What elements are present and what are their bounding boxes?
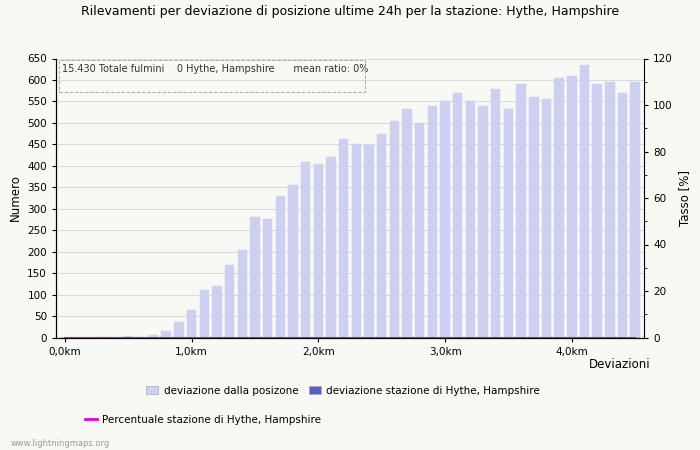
- Bar: [225, 265, 235, 338]
- Bar: [136, 337, 146, 338]
- Y-axis label: Numero: Numero: [8, 175, 22, 221]
- Bar: [631, 82, 640, 338]
- Text: www.lightningmaps.org: www.lightningmaps.org: [10, 439, 110, 448]
- Bar: [390, 121, 399, 338]
- Bar: [415, 123, 424, 338]
- Bar: [123, 336, 133, 338]
- Bar: [237, 249, 247, 338]
- Bar: [301, 162, 310, 338]
- Bar: [174, 323, 183, 338]
- Bar: [428, 106, 437, 338]
- Bar: [617, 93, 627, 338]
- Bar: [605, 82, 615, 338]
- Bar: [478, 106, 488, 338]
- Bar: [339, 139, 349, 338]
- Bar: [250, 217, 260, 338]
- Bar: [377, 134, 386, 338]
- Bar: [453, 93, 463, 338]
- Text: 15.430 Totale fulmini    0 Hythe, Hampshire      mean ratio: 0%: 15.430 Totale fulmini 0 Hythe, Hampshire…: [62, 64, 368, 74]
- Bar: [187, 310, 196, 338]
- Bar: [288, 185, 298, 338]
- Bar: [466, 101, 475, 338]
- Bar: [326, 157, 336, 338]
- Bar: [542, 99, 551, 338]
- Bar: [580, 65, 589, 338]
- Bar: [364, 145, 374, 338]
- Bar: [440, 101, 450, 338]
- Bar: [263, 220, 272, 338]
- Bar: [199, 290, 209, 338]
- Bar: [529, 97, 538, 338]
- Bar: [351, 144, 361, 338]
- Bar: [162, 332, 171, 338]
- Bar: [504, 109, 513, 338]
- Bar: [554, 78, 564, 338]
- Bar: [59, 60, 365, 92]
- Bar: [402, 109, 412, 338]
- Text: Rilevamenti per deviazione di posizione ultime 24h per la stazione: Hythe, Hamps: Rilevamenti per deviazione di posizione …: [81, 4, 619, 18]
- Bar: [314, 164, 323, 338]
- Legend: Percentuale stazione di Hythe, Hampshire: Percentuale stazione di Hythe, Hampshire: [80, 411, 326, 429]
- Bar: [517, 84, 526, 338]
- Bar: [491, 89, 500, 338]
- Y-axis label: Tasso [%]: Tasso [%]: [678, 170, 692, 226]
- Bar: [212, 286, 222, 338]
- Legend: deviazione dalla posizone, deviazione stazione di Hythe, Hampshire: deviazione dalla posizone, deviazione st…: [141, 382, 545, 400]
- Bar: [276, 196, 285, 338]
- Bar: [592, 84, 602, 338]
- Bar: [149, 335, 158, 338]
- Bar: [567, 76, 577, 338]
- Text: Deviazioni: Deviazioni: [589, 358, 651, 371]
